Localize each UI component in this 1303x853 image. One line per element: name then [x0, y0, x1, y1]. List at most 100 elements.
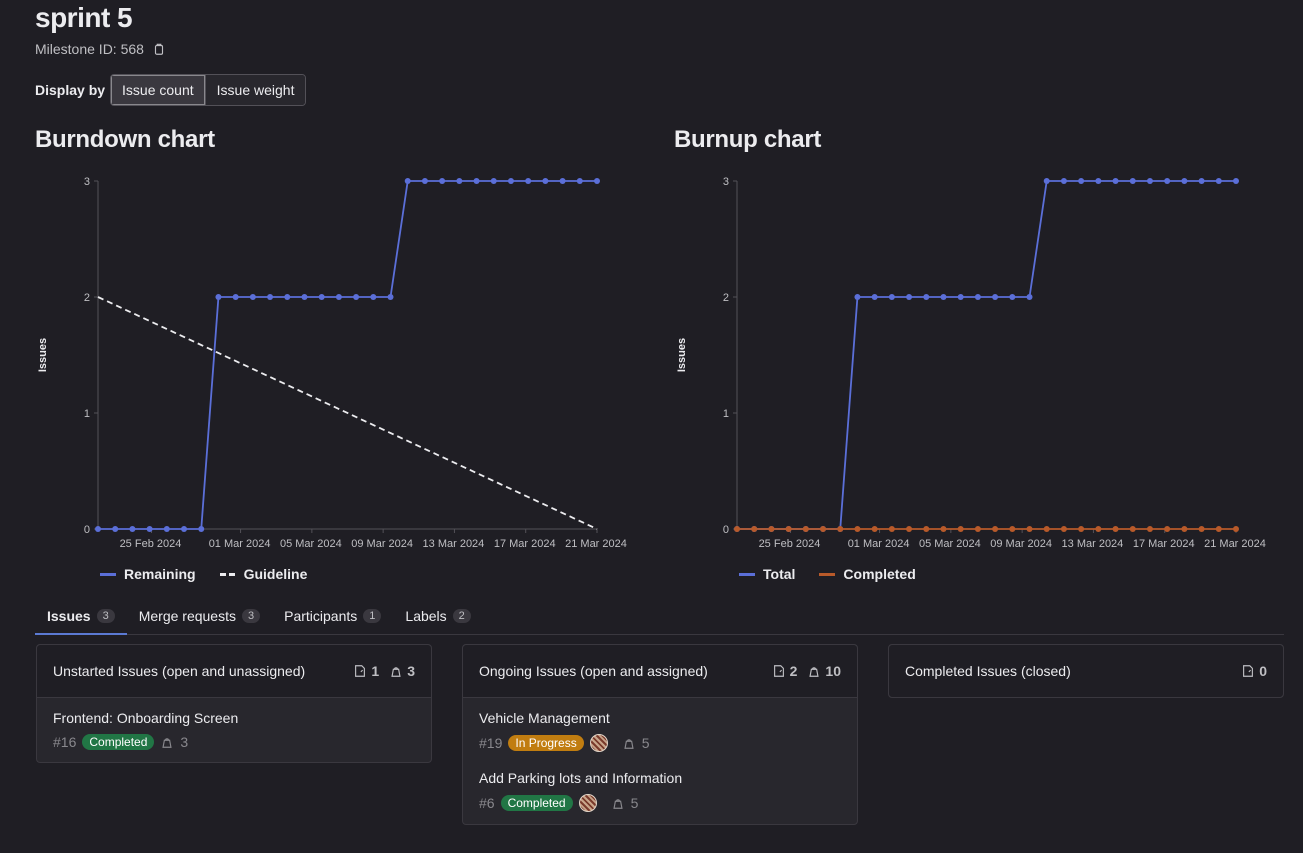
unstarted-issue-count: 1 [353, 663, 379, 679]
data-point [820, 526, 827, 532]
data-point [335, 294, 342, 300]
data-point [957, 526, 964, 532]
x-tick-label: 17 Mar 2024 [494, 538, 556, 550]
data-point [1181, 526, 1188, 532]
tab-participants[interactable]: Participants 1 [272, 598, 393, 633]
status-badge[interactable]: Completed [82, 734, 155, 750]
y-axis-label: Issues [676, 338, 688, 372]
data-point [181, 526, 188, 532]
data-point [871, 526, 878, 532]
legend-completed-label: Completed [843, 566, 916, 582]
tab-participants-label: Participants [284, 607, 358, 624]
tab-issues[interactable]: Issues 3 [35, 598, 127, 635]
ongoing-issue-count: 2 [772, 663, 797, 679]
tab-labels[interactable]: Labels 2 [393, 598, 482, 633]
x-tick-label: 09 Mar 2024 [351, 538, 413, 550]
data-point [940, 526, 947, 532]
unstarted-issues-column: Unstarted Issues (open and unassigned) 1… [36, 644, 432, 763]
data-point [370, 294, 377, 300]
data-point [1095, 178, 1102, 184]
burnup-chart: 0 1 2 3 25 Feb 2024 01 Mar 2024 05 Mar 2024 09 … [676, 176, 1266, 550]
data-point [198, 526, 205, 532]
legend-total-swatch [739, 572, 755, 576]
legend-remaining[interactable]: Remaining [100, 566, 196, 582]
issue-weight: 3 [180, 734, 189, 750]
legend-completed-swatch [819, 572, 836, 576]
tab-merge-requests[interactable]: Merge requests 3 [127, 598, 272, 633]
display-by-label: Display by [35, 82, 106, 98]
data-point [1164, 526, 1171, 532]
copy-icon[interactable] [152, 42, 166, 56]
tab-labels-count: 2 [452, 608, 471, 623]
data-point [249, 294, 256, 300]
issue-ref[interactable]: #6 [479, 795, 495, 811]
x-tick-label: 01 Mar 2024 [848, 538, 910, 550]
data-point [146, 526, 153, 532]
data-point [473, 178, 480, 184]
issue-title-link[interactable]: Add Parking lots and Information [479, 770, 683, 786]
y-tick-label: 0 [723, 524, 729, 536]
milestone-id-text: Milestone ID: 568 [35, 41, 144, 57]
tab-merge-requests-label: Merge requests [138, 607, 236, 624]
data-point [1164, 178, 1171, 184]
data-point [854, 526, 861, 532]
tab-issues-count: 3 [96, 608, 115, 623]
issue-title-link[interactable]: Frontend: Onboarding Screen [53, 710, 239, 726]
data-point [1233, 178, 1239, 184]
data-point [1095, 526, 1102, 532]
legend-remaining-swatch [100, 572, 116, 576]
issue-weight-button[interactable]: Issue weight [204, 75, 306, 105]
data-point [456, 178, 463, 184]
data-point [802, 526, 809, 532]
x-tick-label: 05 Mar 2024 [919, 538, 981, 550]
status-badge[interactable]: In Progress [508, 735, 584, 751]
x-tick-label: 25 Feb 2024 [759, 538, 821, 550]
issue-ref[interactable]: #19 [479, 735, 503, 751]
data-point [525, 178, 532, 184]
display-by-segmented: Issue count Issue weight [110, 74, 307, 106]
data-point [906, 294, 913, 300]
legend-guideline[interactable]: Guideline [219, 566, 308, 582]
data-point [215, 294, 222, 300]
x-tick-label: 17 Mar 2024 [1133, 538, 1195, 550]
completed-issues-value: 0 [1259, 663, 1267, 679]
data-point [888, 294, 895, 300]
data-point [992, 294, 999, 300]
data-point [1181, 178, 1188, 184]
data-point [785, 526, 792, 532]
issues-icon [1243, 665, 1254, 677]
data-point [284, 294, 291, 300]
data-point [404, 178, 411, 184]
ongoing-title: Ongoing Issues (open and assigned) [479, 663, 708, 679]
status-badge[interactable]: Completed [500, 795, 573, 811]
unstarted-issues-value: 1 [371, 663, 380, 679]
data-point [1215, 526, 1222, 532]
burnup-title: Burnup chart [674, 126, 822, 153]
data-point [490, 178, 497, 184]
x-tick-label: 13 Mar 2024 [423, 538, 485, 550]
issue-title-link[interactable]: Vehicle Management [479, 710, 610, 726]
legend-completed[interactable]: Completed [819, 566, 916, 582]
display-by-control: Display by Issue count Issue weight [35, 74, 307, 106]
unstarted-header: Unstarted Issues (open and unassigned) 1… [37, 645, 431, 697]
weight-icon [162, 738, 173, 748]
issue-ref[interactable]: #16 [53, 734, 77, 750]
data-point [992, 526, 999, 532]
x-tick-label: 01 Mar 2024 [209, 538, 271, 550]
legend-guideline-label: Guideline [243, 566, 308, 582]
data-point [974, 526, 981, 532]
data-point [871, 294, 878, 300]
data-point [940, 294, 947, 300]
data-point [906, 526, 913, 532]
data-point [1078, 178, 1085, 184]
legend-total[interactable]: Total [739, 566, 795, 582]
avatar[interactable] [589, 734, 608, 752]
issue-count-button[interactable]: Issue count [111, 75, 205, 105]
data-point [888, 526, 895, 532]
data-point [1026, 526, 1033, 532]
avatar[interactable] [578, 794, 597, 812]
legend-total-label: Total [763, 566, 796, 582]
issue-item: Vehicle Management #19 In Progress 5 [463, 697, 857, 764]
data-point [387, 294, 394, 300]
y-tick-label: 3 [84, 176, 90, 188]
